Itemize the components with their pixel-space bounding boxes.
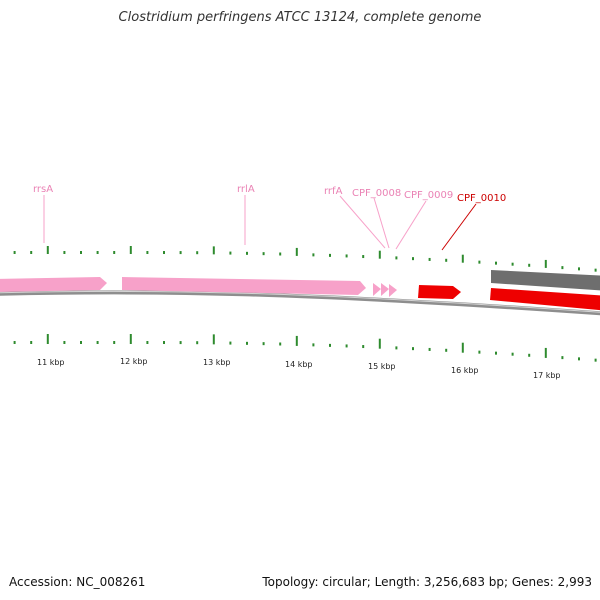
- red-cds-block[interactable]: [490, 288, 600, 311]
- gray-cds-block[interactable]: [491, 270, 600, 291]
- outer-tick-ring: [13, 246, 597, 272]
- scale-label-17kbp: 17 kbp: [533, 371, 561, 380]
- scale-label-14kbp: 14 kbp: [285, 360, 313, 369]
- cpf-0009-leader-line: [395, 200, 427, 250]
- rrlA-gene-arrow[interactable]: [122, 277, 366, 295]
- cpf-0008-label: CPF_0008: [352, 188, 401, 199]
- cpf-0009-label: CPF_0009: [404, 190, 453, 201]
- rrlA-label: rrlA: [237, 184, 255, 195]
- genome-backbone-inner: [0, 290, 600, 313]
- scale-label-12kbp: 12 kbp: [120, 357, 148, 366]
- cpf-0008-gene-arrow[interactable]: [381, 283, 389, 296]
- cpf-0008-leader-line: [373, 197, 390, 249]
- rrsA-gene-arrow[interactable]: [0, 277, 107, 292]
- map-title: Clostridium perfringens ATCC 13124, comp…: [118, 10, 482, 25]
- cpf-0009-gene-arrow[interactable]: [389, 284, 397, 297]
- cpf-0010-leader-line: [441, 203, 477, 251]
- accession-text: Accession: NC_008261: [9, 575, 146, 589]
- rrsA-label: rrsA: [33, 184, 53, 195]
- scale-label-15kbp: 15 kbp: [368, 362, 396, 371]
- genome-summary-text: Topology: circular; Length: 3,256,683 bp…: [262, 575, 592, 589]
- rrfA-leader-line: [339, 195, 386, 249]
- cpf-0010-gene-arrow[interactable]: [418, 285, 461, 299]
- cpf-0010-label: CPF_0010: [457, 193, 506, 204]
- rrfA-label: rrfA: [324, 186, 343, 197]
- scale-label-13kbp: 13 kbp: [203, 358, 231, 367]
- scale-label-11kbp: 11 kbp: [37, 358, 65, 367]
- rrfA-gene-arrow[interactable]: [373, 283, 381, 296]
- genome-backbone: [0, 290, 600, 316]
- inner-tick-ring: [13, 334, 597, 362]
- scale-label-16kbp: 16 kbp: [451, 366, 479, 375]
